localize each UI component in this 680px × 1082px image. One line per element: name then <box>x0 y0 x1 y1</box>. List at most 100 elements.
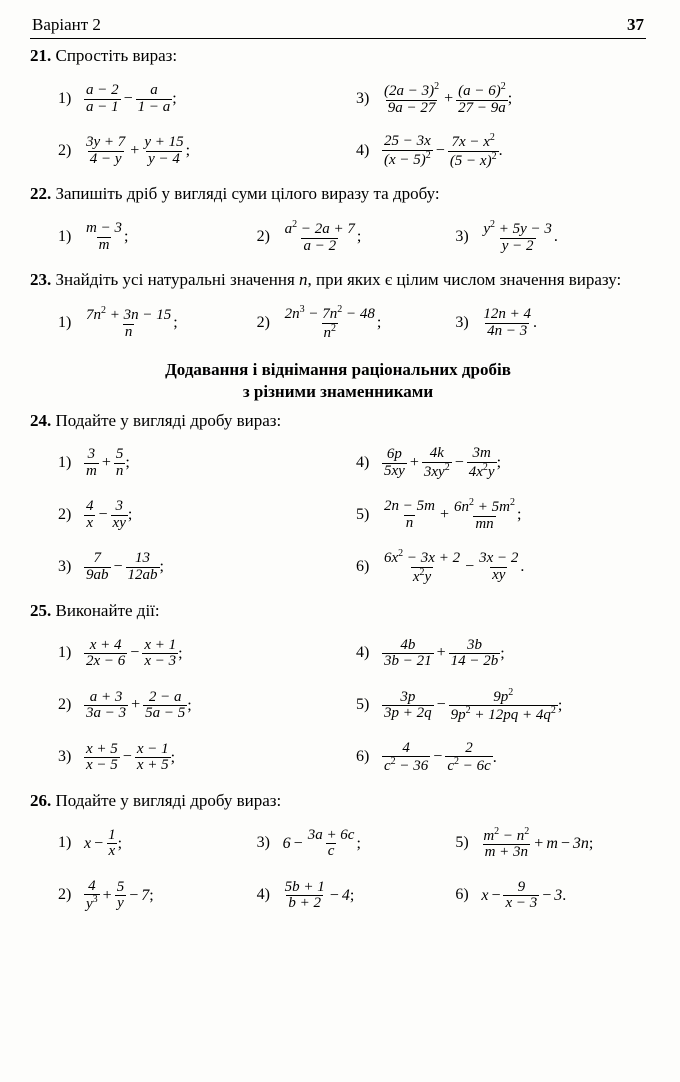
item-formula: 5b + 1b + 2−4; <box>283 880 355 913</box>
item-number: 1) <box>58 833 78 854</box>
exercise-item: 3) (2a − 3)29a − 27+(a − 6)227 − 9a; <box>356 73 646 125</box>
item-number: 3) <box>356 89 376 110</box>
item-number: 3) <box>455 227 475 248</box>
exercise-item: 4) 25 − 3x(x − 5)2−7x − x2(5 − x)2. <box>356 125 646 177</box>
exercise-item: 5) 3p3p + 2q−9p29p2 + 12pq + 4q2; <box>356 680 646 732</box>
exercise-item: 2) 3y + 74 − y+y + 15y − 4; <box>58 125 348 177</box>
item-formula: 4c2 − 36−2c2 − 6c. <box>382 741 497 776</box>
exercise-item: 1) a − 2a − 1−a1 − a; <box>58 73 348 125</box>
item-number: 1) <box>58 89 78 110</box>
exercise-item: 4) 6p5xy+4k3xy2−3m4x2y; <box>356 438 646 490</box>
item-formula: 6p5xy+4k3xy2−3m4x2y; <box>382 446 501 481</box>
exercise-item: 5) 2n − 5mn+6n2 + 5m2mn; <box>356 490 646 542</box>
exercise-item: 3)x + 5x − 5−x − 1x + 5; <box>58 732 348 784</box>
item-number: 1) <box>58 643 78 664</box>
exercise-item: 1) 7n2 + 3n − 15n; <box>58 297 249 349</box>
exercise-item: 2) 2n3 − 7n2 − 48n2; <box>257 297 448 349</box>
exercise-item: 3) 6−3a + 6cc; <box>257 818 448 870</box>
item-formula: 3m+5n; <box>84 447 130 480</box>
item-formula: 25 − 3x(x − 5)2−7x − x2(5 − x)2. <box>382 133 503 170</box>
item-formula: 79ab−1312ab; <box>84 551 164 584</box>
exercise-item: 3) 79ab−1312ab; <box>58 542 348 594</box>
item-number: 4) <box>356 453 376 474</box>
item-number: 3) <box>455 313 475 334</box>
item-number: 2) <box>257 313 277 334</box>
item-formula: 4y3+5y−7; <box>84 879 154 914</box>
item-number: 4) <box>356 643 376 664</box>
item-number: 6) <box>356 557 376 578</box>
task-items: 1) a − 2a − 1−a1 − a; 3) (2a − 3)29a − 27+(… <box>58 73 646 177</box>
item-number: 6) <box>356 747 376 768</box>
item-formula: 3y + 74 − y+y + 15y − 4; <box>84 135 190 168</box>
exercise-item: 6) 4c2 − 36−2c2 − 6c. <box>356 732 646 784</box>
item-number: 2) <box>58 141 78 162</box>
task-items: 1) 3m+5n; 4) 6p5xy+4k3xy2−3m4x2y; 2) 4x−3xy; 5… <box>58 438 646 594</box>
item-formula: x−9x − 3−3. <box>481 880 566 913</box>
item-number: 2) <box>58 885 78 906</box>
task-heading: 21. Спростіть вираз: <box>30 45 646 67</box>
page-content: 21. Спростіть вираз: 1) a − 2a − 1−a1 − a;… <box>30 45 646 922</box>
variant-label: Варіант 2 <box>32 14 101 36</box>
item-formula: 6x2 − 3x + 2x2y−3x − 2xy. <box>382 549 524 586</box>
item-formula: 12n + 44n − 3. <box>481 307 537 340</box>
exercise-item: 1) 3m+5n; <box>58 438 348 490</box>
item-formula: (2a − 3)29a − 27+(a − 6)227 − 9a; <box>382 82 512 117</box>
exercise-item: 2) 4x−3xy; <box>58 490 348 542</box>
item-number: 3) <box>257 833 277 854</box>
item-formula: 4b3b − 21+3b14 − 2b; <box>382 638 505 671</box>
page-number: 37 <box>627 14 644 36</box>
section-heading: Додавання і віднімання раціональних дроб… <box>30 359 646 403</box>
item-number: 1) <box>58 313 78 334</box>
exercise-item: 1) m − 3m; <box>58 211 249 263</box>
exercise-item: 5) m2 − n2m + 3n+m−3n; <box>455 818 646 870</box>
item-number: 5) <box>455 833 475 854</box>
task-items: 1) 7n2 + 3n − 15n; 2) 2n3 − 7n2 − 48n2; 3) 12… <box>58 297 646 349</box>
item-number: 1) <box>58 227 78 248</box>
exercise-item: 4) 4b3b − 21+3b14 − 2b; <box>356 628 646 680</box>
item-number: 4) <box>356 141 376 162</box>
item-number: 2) <box>257 227 277 248</box>
exercise-item: 3) y2 + 5y − 3y − 2. <box>455 211 646 263</box>
item-number: 2) <box>58 505 78 526</box>
item-formula: x−1x; <box>84 828 122 861</box>
item-formula: 2n3 − 7n2 − 48n2; <box>283 305 382 342</box>
exercise-item: 2) a2 − 2a + 7a − 2; <box>257 211 448 263</box>
exercise-item: 6) 6x2 − 3x + 2x2y−3x − 2xy. <box>356 542 646 594</box>
task-items: 1) x + 42x − 6−x + 1x − 3; 4) 4b3b − 21+3b1… <box>58 628 646 784</box>
task-heading: 24. Подайте у вигляді дробу вираз: <box>30 410 646 432</box>
page-header: Варіант 2 37 <box>30 14 646 39</box>
exercise-item: 2) 4y3+5y−7; <box>58 870 249 922</box>
item-formula: a + 33a − 3+2 − a5a − 5; <box>84 690 192 723</box>
task-heading: 22. Запишіть дріб у вигляді суми цілого … <box>30 183 646 205</box>
item-number: 5) <box>356 505 376 526</box>
task-items: 1) m − 3m; 2) a2 − 2a + 7a − 2; 3) y2 + 5y − … <box>58 211 646 263</box>
item-number: 5) <box>356 695 376 716</box>
item-formula: 6−3a + 6cc; <box>283 828 361 861</box>
task-heading: 25. Виконайте дії: <box>30 600 646 622</box>
item-formula: 2n − 5mn+6n2 + 5m2mn; <box>382 498 521 533</box>
item-number: 6) <box>455 885 475 906</box>
exercise-item: 3) 12n + 44n − 3. <box>455 297 646 349</box>
item-formula: m2 − n2m + 3n+m−3n; <box>481 827 593 862</box>
item-number: 1) <box>58 453 78 474</box>
item-formula: a − 2a − 1−a1 − a; <box>84 83 177 116</box>
item-number: 4) <box>257 885 277 906</box>
item-number: 3) <box>58 557 78 578</box>
exercise-item: 1) x + 42x − 6−x + 1x − 3; <box>58 628 348 680</box>
exercise-item: 4) 5b + 1b + 2−4; <box>257 870 448 922</box>
item-formula: 4x−3xy; <box>84 499 132 532</box>
item-number: 3) <box>58 747 78 768</box>
item-formula: m − 3m; <box>84 221 128 254</box>
exercise-item: 2) a + 33a − 3+2 − a5a − 5; <box>58 680 348 732</box>
item-number: 2) <box>58 695 78 716</box>
item-formula: a2 − 2a + 7a − 2; <box>283 220 362 255</box>
item-formula: 3p3p + 2q−9p29p2 + 12pq + 4q2; <box>382 688 562 725</box>
task-heading: 23. Знайдіть усі натуральні значення n, … <box>30 269 646 291</box>
item-formula: x + 42x − 6−x + 1x − 3; <box>84 638 183 671</box>
item-formula: y2 + 5y − 3y − 2. <box>481 220 558 255</box>
task-items: 1) x−1x; 3) 6−3a + 6cc; 5) m2 − n2m + 3n+m−3n… <box>58 818 646 922</box>
item-formula: 7n2 + 3n − 15n; <box>84 306 178 341</box>
exercise-item: 1) x−1x; <box>58 818 249 870</box>
exercise-item: 6) x−9x − 3−3. <box>455 870 646 922</box>
task-heading: 26. Подайте у вигляді дробу вираз: <box>30 790 646 812</box>
